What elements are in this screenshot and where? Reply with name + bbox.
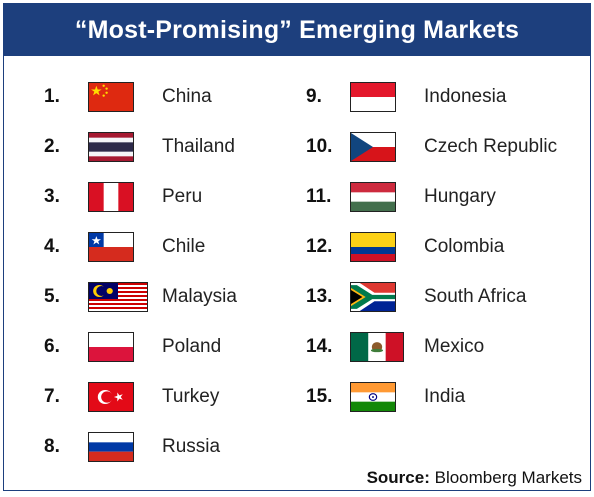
page-title: “Most-Promising” Emerging Markets (4, 4, 590, 56)
rank-number: 11. (306, 186, 332, 207)
flag-colombia-icon (350, 232, 396, 262)
emerging-markets-panel: “Most-Promising” Emerging Markets 1. Chi… (3, 3, 591, 491)
country-name: India (424, 386, 466, 407)
list-item: 10. Czech Republic (306, 130, 557, 164)
rank-number: 14. (306, 336, 333, 357)
country-name: Malaysia (162, 286, 237, 307)
rank-number: 15. (306, 386, 333, 407)
country-name: Chile (162, 236, 206, 257)
source-credit: Source: Bloomberg Markets (367, 468, 582, 488)
country-name: Czech Republic (424, 136, 558, 157)
list-item: 1. China (44, 80, 212, 114)
rank-number: 4. (44, 236, 60, 257)
country-name: Indonesia (424, 86, 507, 107)
list-item: 11. Hungary (306, 180, 496, 214)
country-name: Turkey (162, 386, 220, 407)
country-name: Peru (162, 186, 203, 207)
list-item: 13. South Africa (306, 280, 526, 314)
source-label: Source: (366, 468, 430, 487)
rank-number: 13. (306, 286, 333, 307)
list-item: 5. Malaysia (44, 280, 237, 314)
country-name: Thailand (162, 136, 235, 157)
list-item: 9. Indonesia (306, 80, 506, 114)
country-name: China (162, 86, 212, 107)
flag-thailand-icon (88, 132, 134, 162)
country-name: South Africa (424, 286, 527, 307)
flag-india-icon (350, 382, 396, 412)
rank-number: 3. (44, 186, 60, 207)
list-item: 6. Poland (44, 330, 221, 364)
rank-number: 5. (44, 286, 60, 307)
country-name: Colombia (424, 236, 505, 257)
list-item: 12. Colombia (306, 230, 504, 264)
rank-number: 7. (44, 386, 60, 407)
list-item: 14. Mexico (306, 330, 484, 364)
flag-china-icon (88, 82, 134, 112)
country-name: Poland (162, 336, 222, 357)
list-item: 15. India (306, 380, 465, 414)
flag-peru-icon (88, 182, 134, 212)
rank-number: 8. (44, 436, 60, 457)
country-name: Mexico (424, 336, 485, 357)
country-name: Hungary (424, 186, 496, 207)
rank-number: 1. (44, 86, 60, 107)
rank-number: 9. (306, 86, 322, 107)
rank-number: 6. (44, 336, 60, 357)
flag-chile-icon (88, 232, 134, 262)
flag-poland-icon (88, 332, 134, 362)
flag-malaysia-icon (88, 282, 148, 312)
list-item: 2. Thailand (44, 130, 235, 164)
flag-hungary-icon (350, 182, 396, 212)
rank-number: 10. (306, 136, 333, 157)
flag-czech-republic-icon (350, 132, 396, 162)
source-value: Bloomberg Markets (434, 468, 582, 487)
flag-south-africa-icon (350, 282, 396, 312)
rank-number: 2. (44, 136, 60, 157)
flag-turkey-icon (88, 382, 134, 412)
flag-indonesia-icon (350, 82, 396, 112)
country-name: Russia (162, 436, 221, 457)
list-item: 7. Turkey (44, 380, 219, 414)
list-item: 4. Chile (44, 230, 205, 264)
flag-russia-icon (88, 432, 134, 462)
list-item: 3. Peru (44, 180, 202, 214)
list-item: 8. Russia (44, 430, 220, 464)
rank-number: 12. (306, 236, 333, 257)
flag-mexico-icon (350, 332, 404, 362)
